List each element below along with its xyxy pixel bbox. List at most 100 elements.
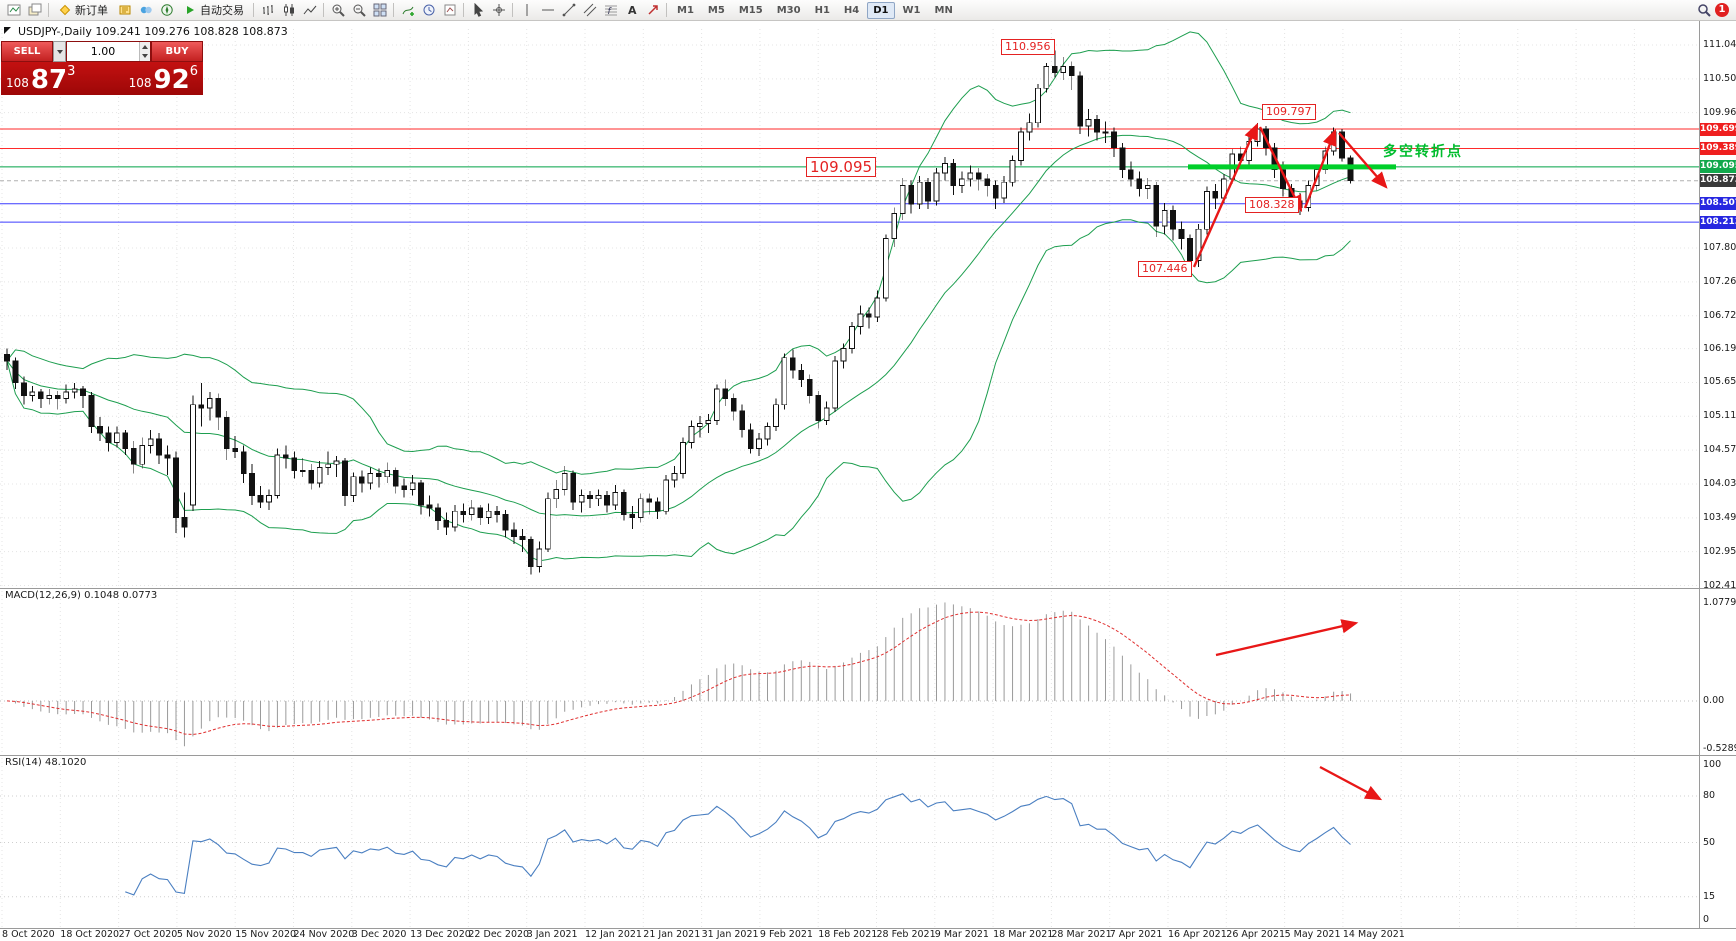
- metaeditor-icon: [118, 3, 132, 17]
- date-axis-label: 24 Nov 2020: [293, 929, 355, 940]
- price-label-110.956[interactable]: 110.956: [1001, 39, 1055, 55]
- market-watch-icon: [139, 3, 153, 17]
- toolbar-separator: [463, 3, 464, 17]
- trendline-icon: [562, 3, 576, 17]
- periods-icon[interactable]: [418, 1, 439, 19]
- sell-button[interactable]: SELL: [1, 41, 53, 62]
- crosshair-icon[interactable]: [488, 1, 509, 19]
- price-axis-tick: 107.260: [1703, 275, 1736, 287]
- cursor-icon: [471, 3, 485, 17]
- search-icon[interactable]: [1697, 3, 1711, 17]
- toolbar-separator: [666, 3, 667, 17]
- trend-arrow[interactable]: [1338, 132, 1388, 189]
- navigator-icon[interactable]: [156, 1, 177, 19]
- panel-separators: [0, 21, 1736, 929]
- trend-arrow[interactable]: [1215, 619, 1359, 657]
- arrows-icon[interactable]: [642, 1, 663, 19]
- price-badge-109.389: 109.389: [1700, 141, 1736, 155]
- turning-point-note[interactable]: 多空转折点: [1383, 144, 1463, 160]
- trend-arrow[interactable]: [1303, 128, 1337, 209]
- timeframe-button-h4[interactable]: H4: [843, 4, 860, 16]
- templates-icon: [443, 3, 457, 17]
- line-chart-icon: [303, 3, 317, 17]
- chart-profiles-icon[interactable]: [24, 1, 45, 19]
- price-badge-109.095: 109.095: [1700, 160, 1736, 174]
- timeframe-button-m5[interactable]: M5: [707, 4, 725, 16]
- date-axis-label: 27 Oct 2020: [118, 929, 178, 940]
- price-label-109.797[interactable]: 109.797: [1262, 104, 1316, 120]
- zoom-in-icon[interactable]: [327, 1, 348, 19]
- price-axis-tick: 109.960: [1703, 106, 1736, 118]
- date-axis-label: 15 Nov 2020: [235, 929, 297, 940]
- date-axis-label: 12 Jan 2021: [585, 929, 642, 940]
- volume-input[interactable]: [67, 42, 139, 61]
- line-chart-icon[interactable]: [299, 1, 320, 19]
- timeframe-button-h1[interactable]: H1: [814, 4, 830, 16]
- date-axis-label: 9 Mar 2021: [934, 929, 989, 940]
- one-click-collapse-arrow-icon[interactable]: [4, 27, 11, 34]
- price-chart-canvas[interactable]: [0, 21, 1736, 941]
- price-badge-108.213: 108.213: [1700, 215, 1736, 229]
- indicators-icon: [401, 3, 415, 17]
- date-axis-label: 28 Mar 2021: [1051, 929, 1112, 940]
- grid-lines: [0, 29, 1700, 927]
- toolbar-separator: [253, 3, 254, 17]
- price-label-108.328[interactable]: 108.328: [1245, 197, 1299, 213]
- order-type-dropdown[interactable]: [53, 41, 66, 62]
- navigator-icon: [160, 3, 174, 17]
- bollinger-upper-band: [6, 31, 1351, 475]
- tile-windows-icon[interactable]: [369, 1, 390, 19]
- new-chart-icon[interactable]: [3, 1, 24, 19]
- equidistant-channel-icon[interactable]: [579, 1, 600, 19]
- bollinger-middle-band: [6, 134, 1351, 517]
- vertical-line-icon[interactable]: [516, 1, 537, 19]
- zoom-out-icon[interactable]: [348, 1, 369, 19]
- price-label-109.095[interactable]: 109.095: [806, 157, 877, 177]
- chevron-up-icon: [142, 44, 148, 49]
- price-axis-tick: 103.495: [1703, 511, 1736, 523]
- horizontal-line-icon: [541, 3, 555, 17]
- trend-arrow[interactable]: [1258, 126, 1303, 213]
- timeframe-button-m15[interactable]: M15: [738, 4, 763, 16]
- bar-chart-icon[interactable]: [257, 1, 278, 19]
- date-axis-label: 5 Nov 2020: [176, 929, 232, 940]
- vertical-line-icon: [520, 3, 534, 17]
- volume-down-button[interactable]: [140, 51, 150, 61]
- crosshair-icon: [492, 3, 506, 17]
- macd-signal-line: [6, 611, 1351, 736]
- text-icon[interactable]: A: [621, 1, 642, 19]
- timeframe-button-m1[interactable]: M1: [677, 4, 694, 16]
- timeframe-button-m30[interactable]: M30: [776, 4, 801, 16]
- buy-button[interactable]: BUY: [151, 41, 203, 62]
- price-label-107.446[interactable]: 107.446: [1138, 261, 1192, 277]
- trend-arrow[interactable]: [1319, 765, 1383, 801]
- bollinger-lower-band: [6, 219, 1351, 562]
- price-axis-tick: 102.955: [1703, 545, 1736, 557]
- trend-arrow[interactable]: [1192, 122, 1259, 268]
- turning-point-zone-line[interactable]: [1188, 164, 1396, 170]
- date-axis-label: 28 Feb 2021: [876, 929, 936, 940]
- candlestick-chart-icon[interactable]: [278, 1, 299, 19]
- metaeditor-icon[interactable]: [114, 1, 135, 19]
- timeframe-button-mn[interactable]: MN: [934, 4, 953, 16]
- toolbar-separator: [393, 3, 394, 17]
- date-axis-label: 18 Feb 2021: [818, 929, 878, 940]
- notification-badge[interactable]: 1: [1715, 3, 1729, 17]
- autotrading-button[interactable]: 自动交易: [177, 1, 250, 19]
- fibonacci-icon[interactable]: f: [600, 1, 621, 19]
- templates-icon[interactable]: [439, 1, 460, 19]
- cursor-icon[interactable]: [467, 1, 488, 19]
- indicators-icon[interactable]: [397, 1, 418, 19]
- price-axis-tick: 106.195: [1703, 342, 1736, 354]
- trendline-icon[interactable]: [558, 1, 579, 19]
- date-axis-label: 18 Oct 2020: [60, 929, 120, 940]
- timeframe-button-w1[interactable]: W1: [902, 4, 921, 16]
- volume-up-button[interactable]: [140, 42, 150, 52]
- svg-text:A: A: [628, 4, 637, 17]
- horizontal-line-icon[interactable]: [537, 1, 558, 19]
- timeframe-button-d1[interactable]: D1: [867, 1, 895, 19]
- new-order-button[interactable]: 新订单: [52, 1, 114, 19]
- market-watch-icon[interactable]: [135, 1, 156, 19]
